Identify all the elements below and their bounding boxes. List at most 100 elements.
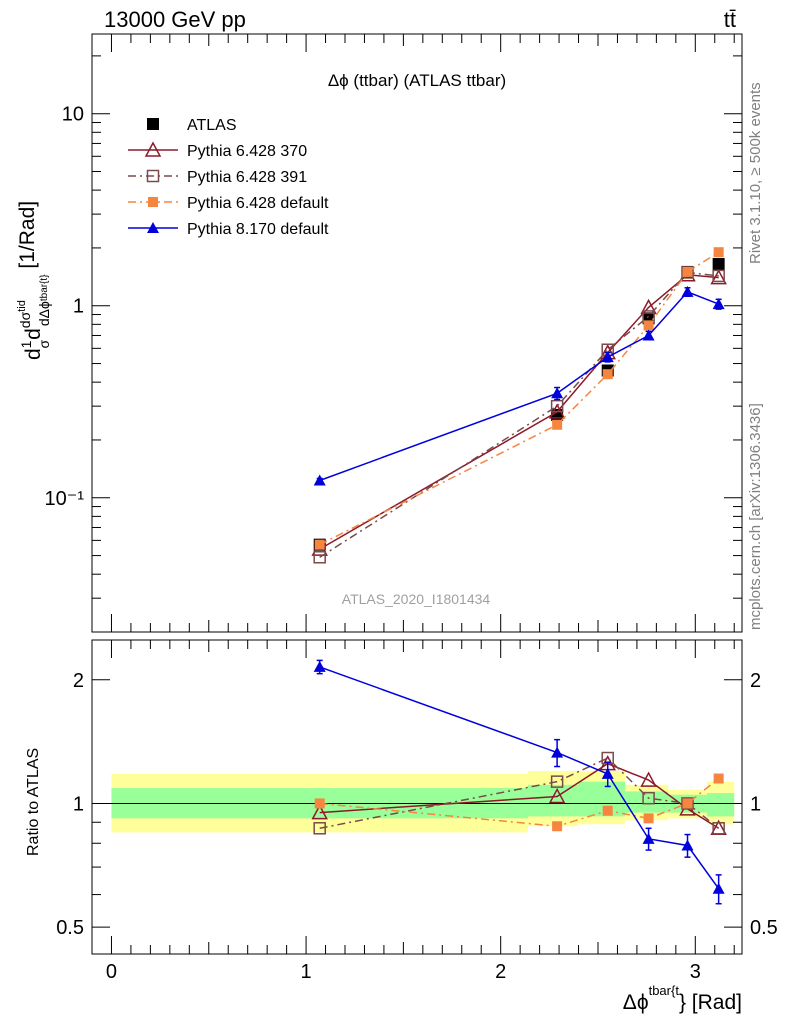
ratio-data-point xyxy=(642,791,655,805)
main-data-point xyxy=(602,369,613,380)
ratio-inner-band xyxy=(578,781,626,817)
main-series-layer xyxy=(311,247,727,564)
ratio-data-point xyxy=(640,771,657,787)
plot-title: Δϕ (ttbar) (ATLAS ttbar) xyxy=(328,71,506,90)
main-data-point xyxy=(682,266,693,277)
legend-marker xyxy=(144,141,162,157)
ratio-y-tick-labels: 0.5 0.5 1 1 2 2 xyxy=(56,670,778,939)
main-data-point xyxy=(712,269,725,283)
main-series-3 xyxy=(314,247,724,550)
ratio-panel: 0.5 0.5 1 1 2 2 0 1 2 3 Ratio to ATLAS Δϕtbar{t}… xyxy=(25,639,778,1014)
ratio-data-point xyxy=(681,797,694,810)
ratio-y-tick-label: 1 xyxy=(73,793,84,815)
main-data-point xyxy=(681,285,694,297)
ratio-data-point xyxy=(313,822,326,835)
main-data-point xyxy=(713,247,724,258)
mcplots-label: mcplots.cern.ch [arXiv:1306.3436] xyxy=(747,403,764,630)
main-y-tick-label: 10 xyxy=(62,104,84,126)
header-left-label: 13000 GeV pp xyxy=(104,7,246,32)
ratio-data-point xyxy=(713,773,724,784)
ratio-data-point xyxy=(601,767,614,779)
ratio-data-point xyxy=(712,882,725,894)
main-series-line xyxy=(319,273,719,550)
legend-label: Pythia 6.428 391 xyxy=(187,169,307,186)
x-tick-label: 3 xyxy=(690,961,701,983)
legend-entry: Pythia 6.428 391 xyxy=(128,169,307,186)
legend-marker xyxy=(147,222,159,233)
ratio-inner-band xyxy=(625,791,669,813)
ratio-series-2 xyxy=(314,773,724,832)
main-panel: 10⁻¹ 1 10 Δϕ (ttbar) (ATLAS ttbar) ATLAS_2… xyxy=(16,33,743,633)
ratio-y-tick-label: 0.5 xyxy=(56,917,84,939)
ratio-axis-ticks xyxy=(92,640,742,954)
main-data-point xyxy=(314,539,325,550)
ratio-data-point xyxy=(642,832,655,844)
ratio-series-line xyxy=(319,666,720,890)
main-series-2 xyxy=(313,266,725,564)
ratio-data-point xyxy=(314,798,325,809)
legend: ATLAS Pythia 6.428 370 Pythia 6.428 391 Pyt… xyxy=(128,117,329,238)
ratio-data-point xyxy=(602,805,613,816)
main-y-tick-labels: 10⁻¹ 1 10 xyxy=(45,104,85,510)
main-y-tick-label: 1 xyxy=(73,296,84,318)
legend-label: ATLAS xyxy=(187,117,237,134)
main-data-point xyxy=(640,298,657,315)
ratio-data-point xyxy=(313,660,326,672)
legend-entry: ATLAS xyxy=(147,117,237,134)
ratio-data-point xyxy=(682,798,693,809)
ratio-data-point xyxy=(552,821,563,832)
rivet-version-label: Rivet 3.1.10, ≥ 500k events xyxy=(747,82,764,264)
ratio-y-tick-label-right: 2 xyxy=(750,670,761,692)
ratio-series-layer xyxy=(311,659,727,905)
watermark-label: ATLAS_2020_I1801434 xyxy=(342,591,491,607)
ratio-series-3 xyxy=(313,659,725,905)
main-data-point xyxy=(643,320,654,331)
legend-label: Pythia 6.428 default xyxy=(187,195,329,212)
x-tick-label: 1 xyxy=(301,961,312,983)
ratio-series-line xyxy=(319,777,720,828)
legend-marker xyxy=(146,169,160,183)
ratio-data-point xyxy=(548,787,566,804)
main-series-line xyxy=(319,251,720,546)
main-data-point xyxy=(552,419,563,430)
legend-label: Pythia 6.428 370 xyxy=(187,143,307,160)
main-series-line xyxy=(319,291,719,482)
ratio-data-point xyxy=(681,839,694,851)
ratio-y-tick-label-right: 1 xyxy=(750,793,761,815)
main-axis-ticks xyxy=(92,34,742,633)
x-tick-labels: 0 1 2 3 xyxy=(106,961,701,983)
ratio-data-point xyxy=(550,775,564,788)
main-data-point xyxy=(712,257,725,270)
main-data-point xyxy=(550,399,564,413)
legend-entry: Pythia 8.170 default xyxy=(128,221,329,238)
ratio-inner-band xyxy=(527,784,579,817)
main-data-point xyxy=(313,474,326,486)
main-data-point xyxy=(712,298,725,310)
main-data-point xyxy=(710,269,727,285)
x-axis-label: Δϕtbar{t} [Rad] xyxy=(623,983,742,1014)
legend-entry: Pythia 6.428 370 xyxy=(128,141,307,160)
legend-marker xyxy=(148,197,158,207)
x-tick-label: 0 xyxy=(106,961,117,983)
main-series-0 xyxy=(313,257,725,551)
legend-label: Pythia 8.170 default xyxy=(187,221,329,238)
ratio-series-1 xyxy=(313,751,725,835)
main-series-1 xyxy=(311,266,727,556)
ratio-inner-band xyxy=(706,793,735,817)
main-data-point xyxy=(601,351,614,363)
main-data-point xyxy=(642,329,655,341)
x-tick-label: 2 xyxy=(495,961,506,983)
main-y-axis-label: d1 σddσtid dΔϕtbar{t} [1/Rad] xyxy=(16,201,52,360)
ratio-data-point xyxy=(551,746,564,758)
ratio-y-tick-label-right: 0.5 xyxy=(750,917,778,939)
ratio-plot-frame xyxy=(91,639,743,955)
ratio-data-point xyxy=(643,813,654,824)
ratio-data-point xyxy=(712,822,725,835)
main-series-4 xyxy=(313,285,725,486)
main-plot-frame xyxy=(91,33,743,633)
ratio-data-point xyxy=(311,804,328,820)
legend-marker xyxy=(147,118,159,130)
ratio-y-axis-label: Ratio to ATLAS xyxy=(25,748,42,856)
